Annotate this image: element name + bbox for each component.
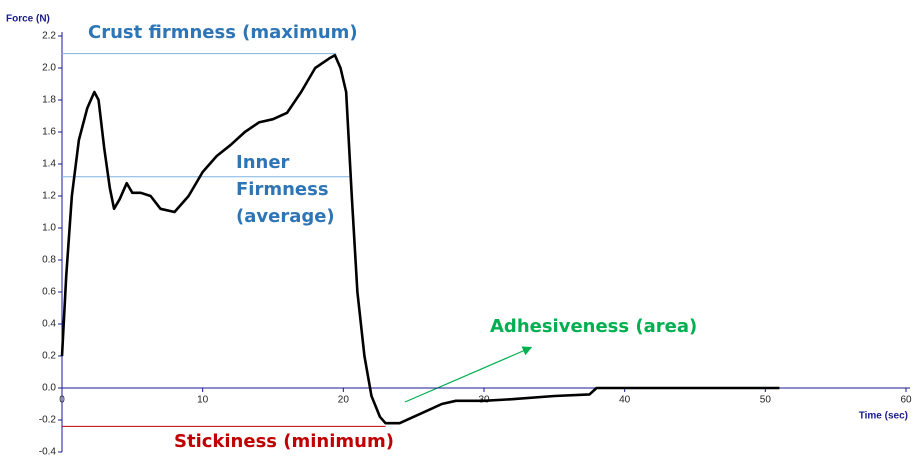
adhesiveness-arrow [404,346,533,403]
y-tick-label: 2.0 [42,63,56,74]
y-tick-label: 0.2 [42,351,56,362]
annotation-text: Inner [236,152,290,173]
y-tick-label: 1.4 [42,159,56,170]
y-tick-label: -0.4 [39,447,57,456]
annotation-text: Firmness [236,179,329,200]
annotation-text: Stickiness (minimum) [174,431,394,452]
y-tick-label: 1.8 [42,95,56,106]
y-tick-label: 0.6 [42,287,56,298]
x-tick-label: 40 [619,395,631,406]
y-tick-label: 0.0 [42,383,56,394]
x-axis-title: Time (sec) [859,411,908,422]
x-tick-label: 60 [900,395,912,406]
annotation-text: Crust firmness (maximum) [88,22,358,43]
annotation-text: (average) [236,206,335,227]
y-tick-label: 1.0 [42,223,56,234]
x-tick-label: 50 [760,395,772,406]
y-tick-label: -0.2 [39,415,57,426]
y-tick-label: 1.2 [42,191,56,202]
y-tick-label: 2.2 [42,31,56,42]
y-axis-title: Force (N) [6,14,50,25]
x-tick-label: 0 [59,395,65,406]
x-tick-label: 20 [338,395,350,406]
y-tick-label: 0.4 [42,319,56,330]
y-tick-label: 0.8 [42,255,56,266]
y-tick-label: 1.6 [42,127,56,138]
force-curve [60,53,780,425]
annotation-text: Adhesiveness (area) [490,316,697,337]
x-tick-label: 10 [197,395,209,406]
